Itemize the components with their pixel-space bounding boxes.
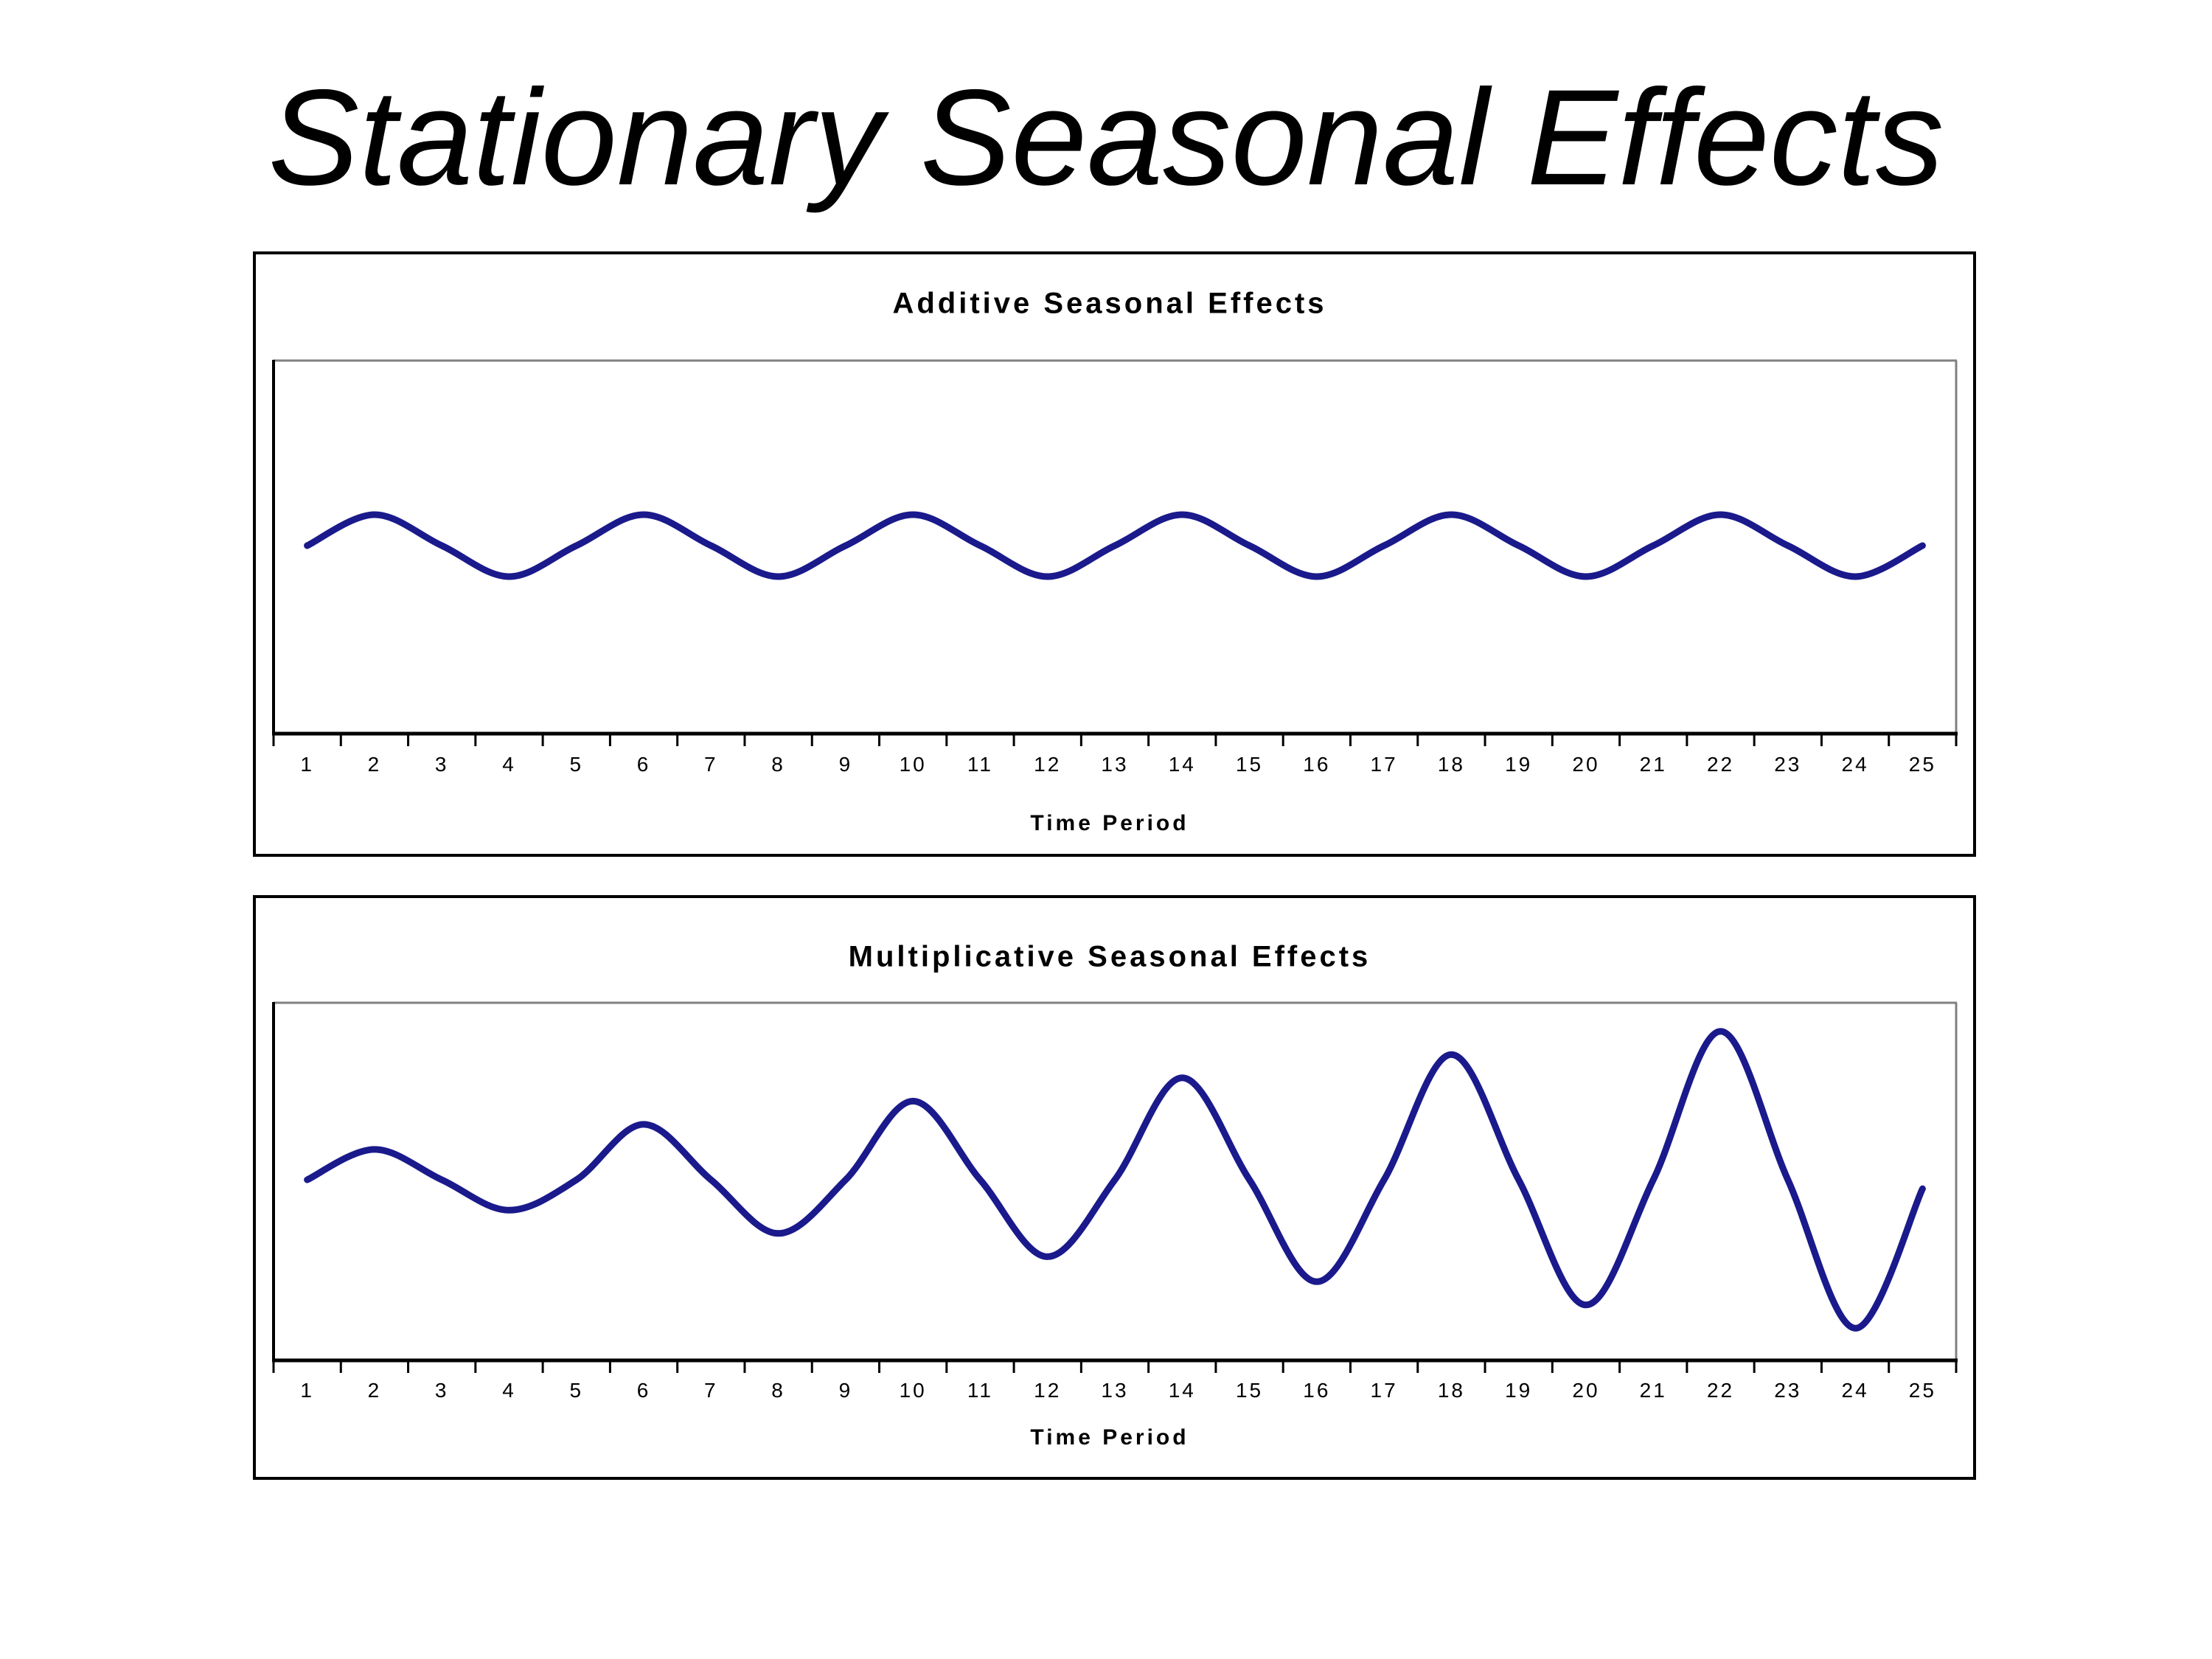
multiplicative-chart-panel: 1 2 3 4 5 6 7 8 9 10 11 12 13 14 15 16 17 18 19 20 21 22 23 24 2…: [253, 895, 1976, 1480]
multiplicative-x-axis-title: Time Period: [1030, 1425, 1189, 1450]
x-axis-tick-label: 19: [1505, 753, 1532, 776]
x-axis-tick-label: 5: [569, 753, 583, 776]
x-axis-tick-label: 5: [569, 1379, 583, 1402]
x-axis-tick-label: 14: [1169, 753, 1196, 776]
x-axis-tick-label: 13: [1101, 1379, 1128, 1402]
x-axis-tick-label: 10: [900, 753, 927, 776]
x-axis-tick-label: 1: [300, 753, 314, 776]
x-axis-tick-label: 9: [839, 1379, 853, 1402]
x-axis-tick-label: 24: [1842, 1379, 1869, 1402]
additive-chart-title: Additive Seasonal Effects: [892, 287, 1327, 320]
x-axis-tick-label: 1: [300, 1379, 314, 1402]
x-axis-tick-label: 2: [368, 753, 382, 776]
x-axis-tick-label: 6: [637, 1379, 651, 1402]
x-axis-tick-label: 21: [1640, 1379, 1667, 1402]
x-axis-tick-label: 8: [771, 753, 785, 776]
x-axis-tick-label: 23: [1774, 1379, 1801, 1402]
additive-x-axis-title: Time Period: [1030, 811, 1189, 835]
x-axis-tick-label: 23: [1774, 753, 1801, 776]
x-axis-tick-label: 2: [368, 1379, 382, 1402]
x-axis-tick-label: 15: [1236, 753, 1263, 776]
x-axis-tick-label: 20: [1572, 753, 1599, 776]
x-axis-tick-label: 15: [1236, 1379, 1263, 1402]
x-axis-tick-label: 9: [839, 753, 853, 776]
x-axis-tick-label: 25: [1909, 1379, 1936, 1402]
series-line: [304, 511, 1926, 580]
x-axis-tick-label: 12: [1034, 1379, 1061, 1402]
x-axis-tick-label: 13: [1101, 753, 1128, 776]
x-axis-tick-label: 4: [502, 1379, 516, 1402]
x-axis-tick-label: 10: [900, 1379, 927, 1402]
x-axis-tick-label: 25: [1909, 753, 1936, 776]
x-axis-tick-label: 16: [1303, 753, 1330, 776]
x-axis-tick-label: 11: [967, 1379, 993, 1402]
multiplicative-chart-plot: 1 2 3 4 5 6 7 8 9 10 11 12 13 14 15 16 17 18 19 20 21 22 23 24 2…: [272, 1001, 1958, 1402]
series-line: [304, 1028, 1926, 1332]
x-axis-tick-label: 20: [1572, 1379, 1599, 1402]
x-axis-tick-label: 7: [704, 1379, 718, 1402]
x-axis-tick-label: 11: [967, 753, 993, 776]
x-axis-tick-label: 4: [502, 753, 516, 776]
x-axis-tick-label: 8: [771, 1379, 785, 1402]
x-axis-tick-label: 18: [1438, 753, 1465, 776]
x-axis-tick-label: 12: [1034, 753, 1061, 776]
x-axis-tick-label: 22: [1707, 1379, 1734, 1402]
multiplicative-chart-title: Multiplicative Seasonal Effects: [848, 940, 1371, 973]
x-axis-tick-label: 7: [704, 753, 718, 776]
x-axis-tick-label: 16: [1303, 1379, 1330, 1402]
x-axis-tick-label: 3: [435, 1379, 449, 1402]
x-axis-tick-label: 17: [1371, 753, 1398, 776]
x-axis-tick-label: 17: [1371, 1379, 1398, 1402]
x-axis-tick-label: 6: [637, 753, 651, 776]
additive-chart-panel: 1 2 3 4 5 6 7 8 9 10 11 12 13 14 15 16 17 18 19 20 21 22 23 24 2…: [253, 251, 1976, 857]
x-axis-tick-label: 21: [1640, 753, 1667, 776]
x-axis-tick-label: 3: [435, 753, 449, 776]
page-title: Stationary Seasonal Effects: [268, 62, 1944, 214]
x-axis-tick-label: 14: [1169, 1379, 1196, 1402]
x-axis-tick-label: 19: [1505, 1379, 1532, 1402]
additive-chart-plot: 1 2 3 4 5 6 7 8 9 10 11 12 13 14 15 16 17 18 19 20 21 22 23 24 2…: [272, 359, 1958, 776]
x-axis-tick-label: 22: [1707, 753, 1734, 776]
x-axis-tick-label: 18: [1438, 1379, 1465, 1402]
x-axis-tick-label: 24: [1842, 753, 1869, 776]
